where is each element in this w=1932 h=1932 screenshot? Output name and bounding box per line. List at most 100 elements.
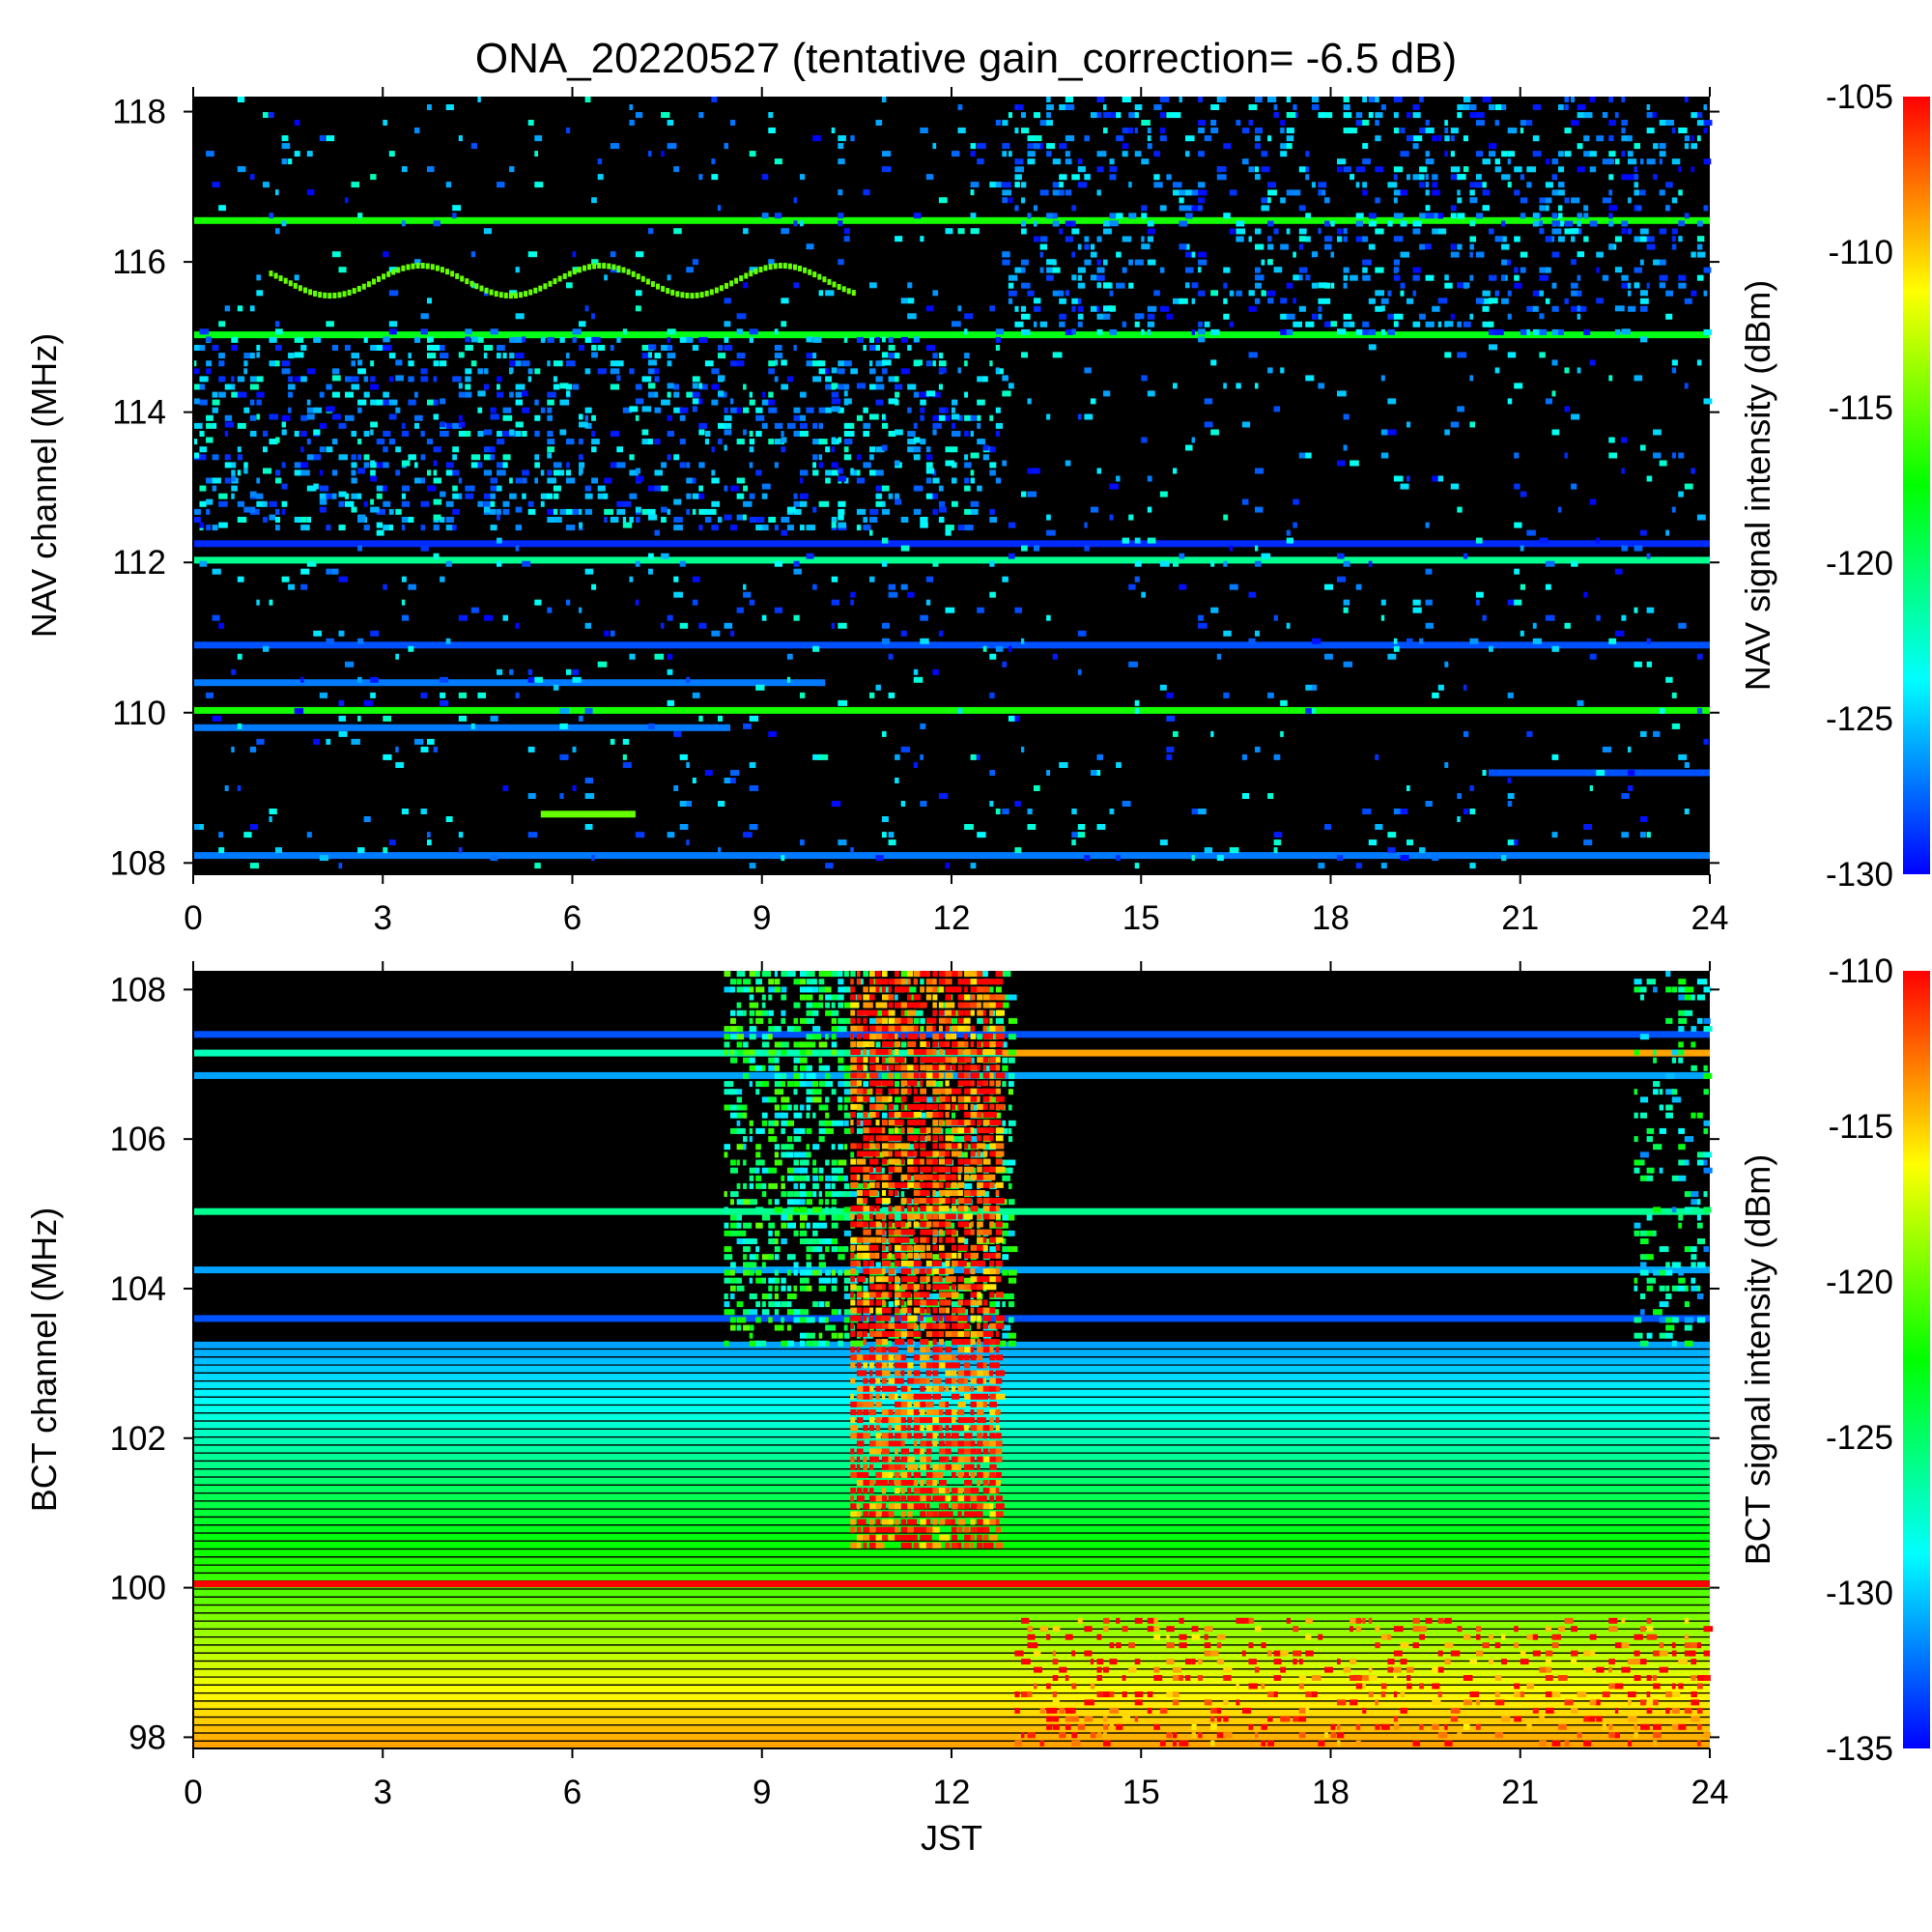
nav-noise-cell: [1564, 622, 1571, 629]
bct-noise-cell: [843, 1002, 853, 1009]
nav-noise-cell: [1551, 228, 1562, 235]
nav-noise-cell: [440, 421, 446, 428]
nav-noise-cell: [1052, 182, 1060, 188]
nav-noise-cell: [793, 568, 802, 575]
nav-noise-cell: [1311, 282, 1319, 289]
nav-noise-cell: [957, 367, 961, 374]
nav-noise-cell: [1280, 328, 1290, 335]
nav-noise-cell: [1255, 135, 1261, 142]
bct-noise-cell: [945, 1401, 950, 1407]
bct-noise-cell: [977, 1526, 985, 1533]
nav-noise-cell: [882, 444, 888, 451]
nav-noise-cell: [1159, 205, 1167, 212]
bct-noise-cell: [730, 1159, 736, 1166]
nav-noise-cell: [888, 398, 898, 405]
nav-noise-cell: [1241, 793, 1250, 799]
nav-noise-cell: [1185, 205, 1195, 212]
nav-noise-cell: [1159, 135, 1167, 142]
nav-wave-cell: [572, 269, 577, 275]
nav-noise-cell: [800, 839, 805, 846]
bct-noise-cell: [938, 1409, 944, 1415]
nav-noise-cell: [199, 384, 206, 390]
bct-noise-cell: [970, 1057, 975, 1064]
nav-noise-cell: [895, 376, 899, 383]
nav-noise-cell: [1134, 104, 1143, 110]
nav-noise-cell: [938, 353, 944, 359]
nav-noise-cell: [654, 368, 660, 375]
bct-noise-cell: [806, 1262, 811, 1268]
nav-noise-cell: [1469, 112, 1478, 119]
nav-noise-cell: [1034, 205, 1037, 212]
bct-noise-cell: [786, 1120, 794, 1126]
nav-channel-band: [193, 540, 1710, 548]
bct-noise-cell: [964, 1425, 969, 1432]
nav-noise-cell: [793, 220, 798, 227]
nav-noise-cell: [1450, 174, 1458, 181]
nav-noise-cell: [1375, 824, 1383, 830]
nav-noise-cell: [895, 778, 899, 783]
bct-noise-cell: [970, 1385, 975, 1392]
nav-noise-cell: [206, 508, 211, 515]
bct-noise-cell: [895, 1072, 900, 1079]
nav-noise-cell: [1255, 298, 1261, 304]
bct-noise-cell: [920, 1511, 926, 1518]
nav-noise-cell: [1412, 112, 1421, 119]
nav-noise-cell: [1507, 839, 1518, 846]
nav-noise-cell: [1564, 197, 1570, 204]
nav-noise-cell: [982, 376, 988, 383]
bct-noise-cell: [800, 979, 806, 985]
nav-noise-cell: [483, 429, 493, 436]
nav-noise-cell: [1577, 228, 1582, 235]
nav-noise-cell: [193, 368, 200, 375]
bct-noise-cell: [856, 1401, 864, 1407]
nav-noise-cell: [383, 500, 391, 507]
nav-noise-cell: [711, 174, 719, 181]
nav-noise-cell: [288, 407, 292, 413]
bct-noise-cell: [806, 1112, 810, 1119]
bct-noise-cell: [989, 1480, 997, 1486]
nav-noise-cell: [1696, 653, 1703, 660]
nav-noise-cell: [869, 360, 873, 367]
nav-noise-cell: [1293, 104, 1297, 110]
bct-noise-cell: [825, 1002, 831, 1009]
bct-noise-cell: [850, 1340, 860, 1347]
nav-noise-cell: [850, 847, 854, 854]
bct-noise-cell: [982, 1307, 992, 1314]
nav-noise-cell: [781, 855, 785, 862]
nav-noise-cell: [850, 422, 855, 429]
bct-noise-cell: [920, 1307, 925, 1314]
bct-noise-cell: [977, 1448, 981, 1455]
bct-row-gap: [193, 1676, 1710, 1678]
bct-noise-cell: [856, 1362, 862, 1369]
nav-wave-cell: [356, 286, 361, 292]
nav-noise-cell: [888, 832, 895, 838]
bct-noise-cell: [850, 1362, 856, 1369]
nav-noise-cell: [1343, 104, 1350, 110]
nav-noise-cell: [1071, 298, 1079, 304]
nav-noise-cell: [838, 514, 844, 521]
nav-noise-cell: [686, 508, 691, 515]
nav-noise-cell: [1520, 328, 1527, 335]
bct-noise-cell: [882, 1463, 891, 1470]
nav-noise-cell: [989, 692, 995, 698]
bct-noise-cell: [875, 1448, 882, 1455]
nav-noise-cell: [249, 174, 255, 181]
nav-noise-cell: [843, 454, 852, 461]
nav-noise-cell: [269, 816, 272, 822]
nav-noise-cell: [509, 477, 513, 484]
nav-noise-cell: [1393, 267, 1400, 273]
nav-noise-cell: [875, 399, 884, 406]
nav-noise-cell: [243, 506, 251, 513]
bct-noise-cell: [850, 1191, 858, 1198]
nav-noise-cell: [1678, 236, 1683, 242]
nav-noise-cell: [370, 469, 376, 476]
bct-noise-cell: [938, 1347, 943, 1353]
nav-noise-cell: [566, 439, 575, 445]
nav-noise-cell: [736, 477, 746, 484]
nav-wave-cell: [548, 280, 553, 287]
bct-noise-cell: [989, 1034, 998, 1040]
nav-noise-cell: [572, 668, 580, 675]
nav-noise-cell: [1640, 444, 1646, 451]
nav-noise-cell: [667, 454, 671, 461]
